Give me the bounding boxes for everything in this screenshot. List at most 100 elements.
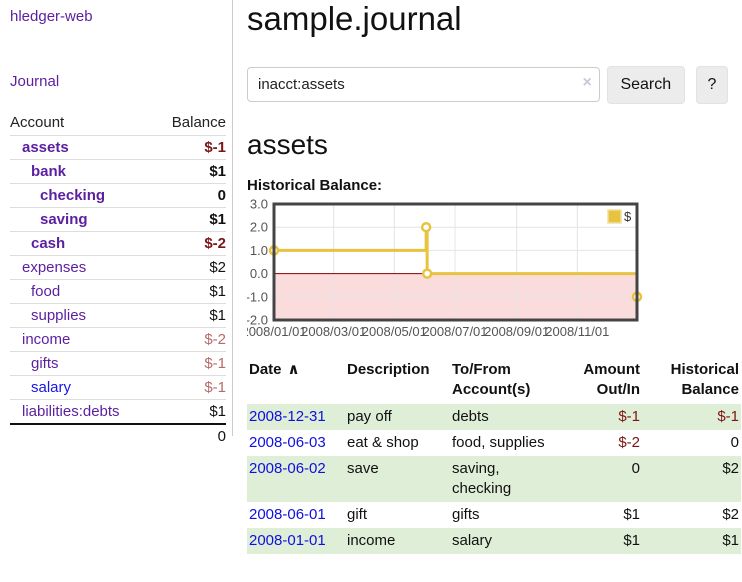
sort-ascending-icon: ∧ [287, 361, 300, 378]
account-row: expenses $2 [10, 255, 226, 280]
transaction-amount: $-1 [618, 408, 640, 425]
historical-balance-chart: $3.0 2.0 1.0 0.0 -1.0 -2.0 2008/01/01 2008/03/0… [247, 198, 728, 341]
account-balance: $-1 [154, 135, 226, 160]
transaction-description: gift [347, 506, 368, 523]
transaction-balance: $1 [722, 532, 739, 549]
transaction-date-link[interactable]: 2008-01-01 [249, 532, 326, 549]
transaction-accounts: saving, checking [452, 460, 512, 497]
transaction-date: 2008-12-31 [247, 404, 345, 430]
account-row: liabilities:debts $1 [10, 399, 226, 424]
account-row: income $-2 [10, 327, 226, 352]
account-row: bank $1 [10, 159, 226, 184]
account-row: gifts $-1 [10, 351, 226, 376]
accounts-header-balance: Balance [171, 114, 226, 131]
svg-text:-2.0: -2.0 [247, 313, 268, 328]
page-title: sample.journal [247, 0, 462, 37]
account-row: cash $-2 [10, 231, 226, 256]
account-heading: assets [247, 129, 328, 160]
transaction-row: 2008-06-01 gift gifts $1 $2 [247, 502, 741, 528]
register-header-accounts: To/From Account(s) [452, 361, 531, 398]
account-row: food $1 [10, 279, 226, 304]
transaction-amount: $-2 [618, 434, 640, 451]
help-button[interactable]: ? [695, 66, 728, 104]
account-link[interactable]: supplies [31, 307, 87, 324]
account-balance: $1 [154, 207, 226, 232]
account-link[interactable]: cash [31, 235, 66, 252]
search-button[interactable]: Search [606, 66, 685, 104]
transaction-description: income [347, 532, 396, 549]
transaction-amount: $1 [623, 532, 640, 549]
svg-text:2008/11/01: 2008/11/01 [545, 324, 609, 339]
register-header-description: Description [347, 361, 430, 378]
search-box: × [247, 67, 600, 102]
transaction-row: 2008-12-31 pay off debts $-1 $-1 [247, 404, 741, 430]
transaction-description: eat & shop [347, 434, 419, 451]
transaction-date: 2008-06-01 [247, 502, 345, 528]
register-table: Date ∧ Description To/From Account(s) Amo… [247, 358, 741, 554]
transaction-accounts: gifts [452, 506, 480, 523]
accounts-total-value: 0 [154, 423, 226, 448]
account-link[interactable]: saving [40, 211, 88, 228]
clear-search-icon[interactable]: × [582, 74, 592, 91]
account-link[interactable]: income [22, 331, 71, 348]
svg-text:2008/07/01: 2008/07/01 [422, 324, 487, 339]
transaction-description: save [347, 460, 379, 477]
accounts-header-account: Account [10, 114, 65, 131]
search-form: × Search ? [247, 66, 728, 104]
account-link[interactable]: gifts [31, 355, 59, 372]
register-header-amount: Amount Out/In [583, 361, 640, 398]
transaction-row: 2008-01-01 income salary $1 $1 [247, 528, 741, 554]
register-header-date[interactable]: Date ∧ [249, 361, 300, 378]
transaction-description: pay off [347, 408, 392, 425]
transaction-balance: $2 [722, 460, 739, 477]
main-content: sample.journal × Search ? assets Histori… [233, 0, 741, 582]
transaction-row: 2008-06-02 save saving, checking 0 $2 [247, 456, 741, 502]
accounts-total-row: 0 [10, 423, 226, 448]
account-row: salary $-1 [10, 375, 226, 400]
svg-text:2008/05/01: 2008/05/01 [362, 324, 427, 339]
svg-text:0.0: 0.0 [250, 266, 268, 281]
chart-title: Historical Balance: [247, 177, 383, 194]
transaction-balance: $-1 [717, 408, 739, 425]
transaction-date-link[interactable]: 2008-06-01 [249, 506, 326, 523]
account-link[interactable]: checking [40, 187, 106, 204]
account-link[interactable]: assets [22, 139, 69, 156]
transaction-balance: $2 [722, 506, 739, 523]
sidebar: hledger-web Journal Account Balance asse… [0, 0, 233, 448]
transaction-amount: $1 [623, 506, 640, 523]
svg-text:1.0: 1.0 [250, 243, 268, 258]
svg-text:2.0: 2.0 [250, 220, 268, 235]
account-link[interactable]: food [31, 283, 61, 300]
account-row: assets $-1 [10, 135, 226, 160]
account-link[interactable]: expenses [22, 259, 87, 276]
account-balance: $-2 [154, 231, 226, 256]
search-input[interactable] [247, 67, 600, 102]
account-balance: $1 [154, 279, 226, 304]
svg-text:2008/01/01: 2008/01/01 [247, 324, 307, 339]
app-title-link[interactable]: hledger-web [10, 8, 93, 25]
transaction-date-link[interactable]: 2008-06-02 [249, 460, 326, 477]
accounts-table: Account Balance assets $-1 bank $1 checking 0… [10, 111, 226, 448]
svg-text:3.0: 3.0 [250, 198, 268, 212]
register-header-balance: Historical Balance [670, 361, 739, 398]
account-row: supplies $1 [10, 303, 226, 328]
account-balance: 0 [154, 183, 226, 208]
account-link[interactable]: salary [31, 379, 72, 396]
account-balance: $-2 [154, 327, 226, 352]
transaction-date-link[interactable]: 2008-12-31 [249, 408, 326, 425]
account-balance: $2 [154, 255, 226, 280]
svg-text:2008/03/01: 2008/03/01 [301, 324, 366, 339]
sidebar-item-journal[interactable]: Journal [10, 73, 60, 90]
account-balance: $-1 [154, 351, 226, 376]
account-link[interactable]: bank [31, 163, 67, 180]
account-balance: $1 [154, 399, 226, 424]
transaction-accounts: debts [452, 408, 489, 425]
account-link[interactable]: liabilities:debts [22, 403, 120, 420]
account-balance: $1 [154, 159, 226, 184]
transaction-amount: 0 [631, 460, 640, 477]
app-title: hledger-web [10, 8, 226, 26]
svg-text:2008/09/01: 2008/09/01 [484, 324, 549, 339]
transaction-balance: 0 [730, 434, 739, 451]
accounts-total-spacer [10, 423, 155, 448]
transaction-date-link[interactable]: 2008-06-03 [249, 434, 326, 451]
